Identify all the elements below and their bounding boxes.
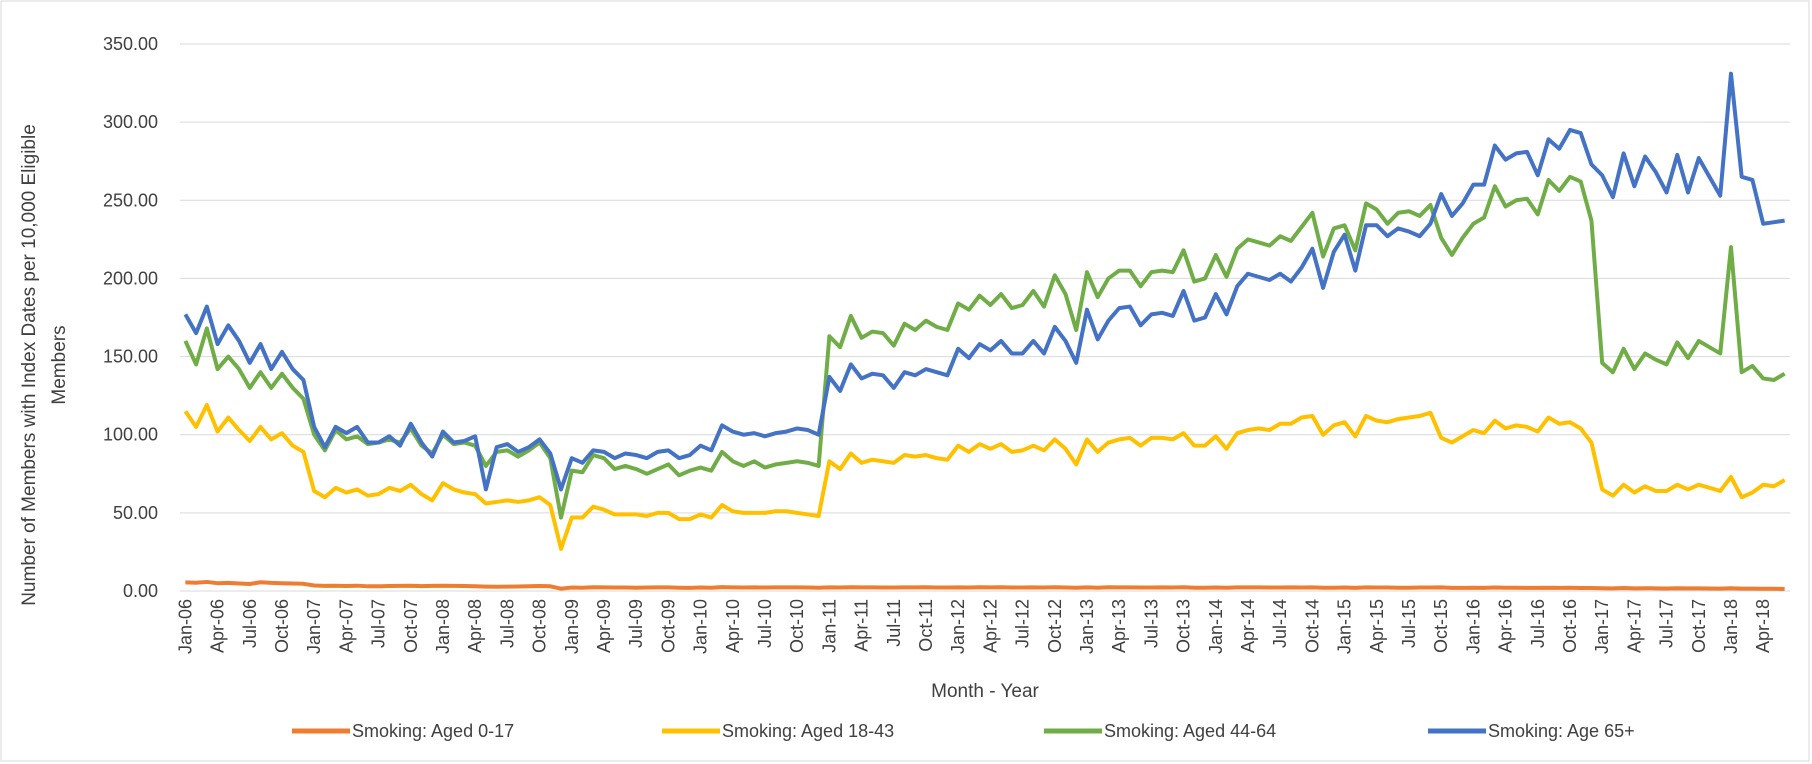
y-axis-title: Number of Members with Index Dates per 1…: [19, 124, 70, 606]
x-tick-label: Jul-14: [1270, 599, 1290, 648]
x-tick-label: Oct-16: [1560, 599, 1580, 653]
x-tick-label: Oct-13: [1174, 599, 1194, 653]
x-tick-label: Oct-14: [1302, 599, 1322, 653]
x-tick-label: Jan-11: [819, 599, 839, 653]
x-tick-label: Oct-06: [272, 599, 292, 653]
x-tick-label: Jul-07: [369, 599, 389, 648]
x-tick-label: Jul-09: [626, 599, 646, 648]
x-tick-label: Jan-12: [948, 599, 968, 654]
x-tick-label: Apr-07: [336, 599, 356, 653]
x-tick-label: Apr-12: [980, 599, 1000, 653]
legend-label: Smoking: Aged 18-43: [722, 721, 894, 741]
x-tick-label: Jan-07: [304, 599, 324, 654]
x-tick-label: Apr-11: [852, 599, 872, 652]
y-tick-label: 350.00: [103, 34, 158, 54]
x-tick-label: Apr-14: [1238, 599, 1258, 653]
x-tick-label: Jan-17: [1592, 599, 1612, 654]
y-tick-label: 0.00: [123, 581, 158, 601]
x-tick-label: Jan-13: [1077, 599, 1097, 654]
x-tick-label: Jan-10: [691, 599, 711, 654]
x-tick-label: Jan-14: [1206, 599, 1226, 654]
x-tick-label: Apr-08: [465, 599, 485, 653]
y-tick-label: 200.00: [103, 268, 158, 288]
x-tick-label: Apr-17: [1624, 599, 1644, 653]
series-line: [183, 403, 1786, 551]
legend-label: Smoking: Age 65+: [1488, 721, 1635, 741]
x-tick-label: Jul-08: [497, 599, 517, 648]
series-line: [183, 71, 1785, 492]
x-tick-label: Jul-17: [1657, 599, 1677, 648]
legend-label: Smoking: Aged 0-17: [352, 721, 514, 741]
x-tick-label: Oct-17: [1689, 599, 1709, 653]
x-tick-label: Jul-06: [240, 599, 260, 648]
y-tick-label: 100.00: [103, 425, 158, 445]
x-tick-label: Apr-10: [723, 599, 743, 653]
x-tick-label: Jan-15: [1335, 599, 1355, 654]
series-line: [185, 579, 1785, 591]
x-tick-label: Oct-15: [1431, 599, 1451, 653]
x-tick-label: Jul-15: [1399, 599, 1419, 648]
x-axis-title: Month - Year: [931, 681, 1039, 702]
y-tick-label: 150.00: [103, 347, 158, 367]
x-tick-label: Apr-13: [1109, 599, 1129, 653]
x-tick-label: Oct-11: [916, 599, 936, 652]
x-tick-label: Jul-12: [1013, 599, 1033, 648]
y-tick-label: 250.00: [103, 190, 158, 210]
y-tick-label: 50.00: [113, 503, 158, 523]
x-tick-label: Jan-16: [1463, 599, 1483, 654]
x-tick-label: Oct-09: [658, 599, 678, 653]
x-tick-label: Jan-18: [1721, 599, 1741, 654]
x-tick-label: Jan-09: [562, 599, 582, 654]
x-tick-label: Apr-15: [1367, 599, 1387, 653]
x-tick-label: Jul-16: [1528, 599, 1548, 648]
x-tick-label: Apr-09: [594, 599, 614, 653]
x-tick-label: Oct-12: [1045, 599, 1065, 653]
x-tick-label: Oct-10: [787, 599, 807, 653]
x-tick-label: Jul-10: [755, 599, 775, 648]
x-tick-label: Apr-18: [1753, 599, 1773, 653]
x-tick-label: Jul-11: [884, 599, 904, 647]
x-tick-label: Jul-13: [1141, 599, 1161, 648]
x-tick-label: Oct-07: [401, 599, 421, 653]
x-tick-label: Apr-16: [1496, 599, 1516, 653]
x-tick-label: Oct-08: [530, 599, 550, 653]
x-tick-label: Apr-06: [208, 599, 228, 653]
x-tick-label: Jan-06: [175, 599, 195, 654]
legend-label: Smoking: Aged 44-64: [1104, 721, 1276, 741]
y-tick-label: 300.00: [103, 112, 158, 132]
x-tick-label: Jan-08: [433, 599, 453, 654]
